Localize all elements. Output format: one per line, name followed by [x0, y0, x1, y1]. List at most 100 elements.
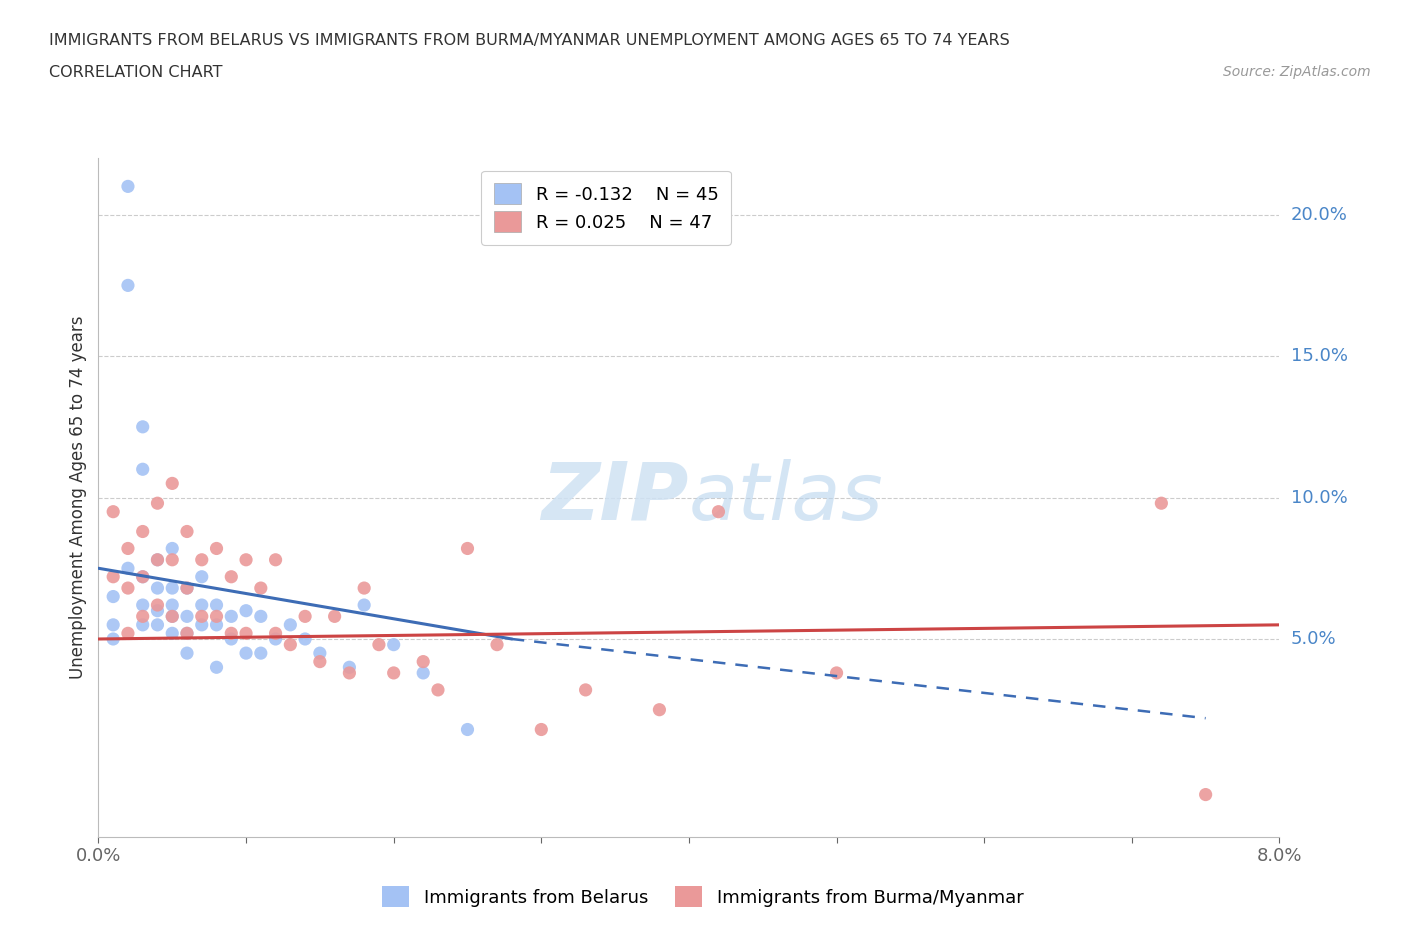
Point: [530, 722, 553, 737]
Point: [485, 637, 508, 652]
Point: [146, 604, 169, 618]
Point: [162, 609, 183, 624]
Point: [146, 618, 169, 632]
Point: [117, 541, 139, 556]
Point: [117, 278, 139, 293]
Point: [117, 626, 139, 641]
Point: [205, 609, 228, 624]
Text: 5.0%: 5.0%: [1291, 630, 1336, 648]
Point: [132, 462, 155, 477]
Point: [219, 631, 242, 646]
Point: [176, 609, 198, 624]
Point: [176, 580, 198, 595]
Point: [205, 541, 228, 556]
Text: Source: ZipAtlas.com: Source: ZipAtlas.com: [1223, 65, 1371, 79]
Point: [205, 660, 228, 675]
Legend: Immigrants from Belarus, Immigrants from Burma/Myanmar: Immigrants from Belarus, Immigrants from…: [374, 877, 1032, 916]
Point: [176, 580, 198, 595]
Point: [132, 419, 155, 434]
Point: [382, 637, 405, 652]
Point: [117, 561, 139, 576]
Point: [162, 580, 183, 595]
Text: atlas: atlas: [689, 458, 884, 537]
Point: [382, 666, 405, 681]
Point: [278, 618, 301, 632]
Point: [825, 666, 848, 681]
Text: CORRELATION CHART: CORRELATION CHART: [49, 65, 222, 80]
Point: [205, 618, 228, 632]
Point: [235, 645, 257, 660]
Point: [353, 580, 375, 595]
Point: [162, 626, 183, 641]
Point: [132, 618, 155, 632]
Point: [162, 541, 183, 556]
Point: [337, 660, 360, 675]
Point: [191, 569, 214, 584]
Point: [176, 626, 198, 641]
Point: [103, 589, 124, 604]
Point: [648, 702, 671, 717]
Point: [337, 666, 360, 681]
Point: [146, 580, 169, 595]
Text: 15.0%: 15.0%: [1291, 347, 1347, 365]
Point: [191, 609, 214, 624]
Point: [456, 722, 478, 737]
Point: [707, 504, 730, 519]
Point: [191, 618, 214, 632]
Point: [191, 598, 214, 613]
Point: [162, 598, 183, 613]
Point: [132, 569, 155, 584]
Point: [456, 541, 478, 556]
Point: [132, 524, 155, 538]
Point: [367, 637, 389, 652]
Text: 20.0%: 20.0%: [1291, 206, 1347, 224]
Point: [162, 476, 183, 491]
Point: [1194, 787, 1216, 802]
Y-axis label: Unemployment Among Ages 65 to 74 years: Unemployment Among Ages 65 to 74 years: [69, 316, 87, 679]
Point: [308, 654, 332, 669]
Point: [103, 504, 124, 519]
Text: IMMIGRANTS FROM BELARUS VS IMMIGRANTS FROM BURMA/MYANMAR UNEMPLOYMENT AMONG AGES: IMMIGRANTS FROM BELARUS VS IMMIGRANTS FR…: [49, 33, 1010, 47]
Point: [235, 552, 257, 567]
Point: [205, 598, 228, 613]
Point: [219, 609, 242, 624]
Point: [323, 609, 346, 624]
Point: [250, 580, 273, 595]
Point: [264, 626, 287, 641]
Point: [162, 552, 183, 567]
Point: [146, 552, 169, 567]
Point: [353, 598, 375, 613]
Point: [176, 524, 198, 538]
Point: [308, 645, 332, 660]
Text: 10.0%: 10.0%: [1291, 488, 1347, 507]
Point: [250, 609, 273, 624]
Point: [117, 580, 139, 595]
Point: [132, 598, 155, 613]
Point: [1150, 496, 1173, 511]
Point: [574, 683, 596, 698]
Point: [191, 552, 214, 567]
Point: [132, 609, 155, 624]
Point: [412, 654, 434, 669]
Point: [146, 552, 169, 567]
Point: [162, 609, 183, 624]
Point: [250, 645, 273, 660]
Point: [264, 631, 287, 646]
Point: [294, 609, 316, 624]
Legend: R = -0.132    N = 45, R = 0.025    N = 47: R = -0.132 N = 45, R = 0.025 N = 47: [481, 170, 731, 245]
Point: [412, 666, 434, 681]
Point: [176, 626, 198, 641]
Point: [176, 645, 198, 660]
Point: [235, 626, 257, 641]
Point: [294, 631, 316, 646]
Point: [264, 552, 287, 567]
Point: [146, 496, 169, 511]
Point: [103, 631, 124, 646]
Point: [219, 626, 242, 641]
Point: [103, 569, 124, 584]
Point: [426, 683, 449, 698]
Point: [235, 604, 257, 618]
Text: ZIP: ZIP: [541, 458, 689, 537]
Point: [132, 569, 155, 584]
Point: [103, 618, 124, 632]
